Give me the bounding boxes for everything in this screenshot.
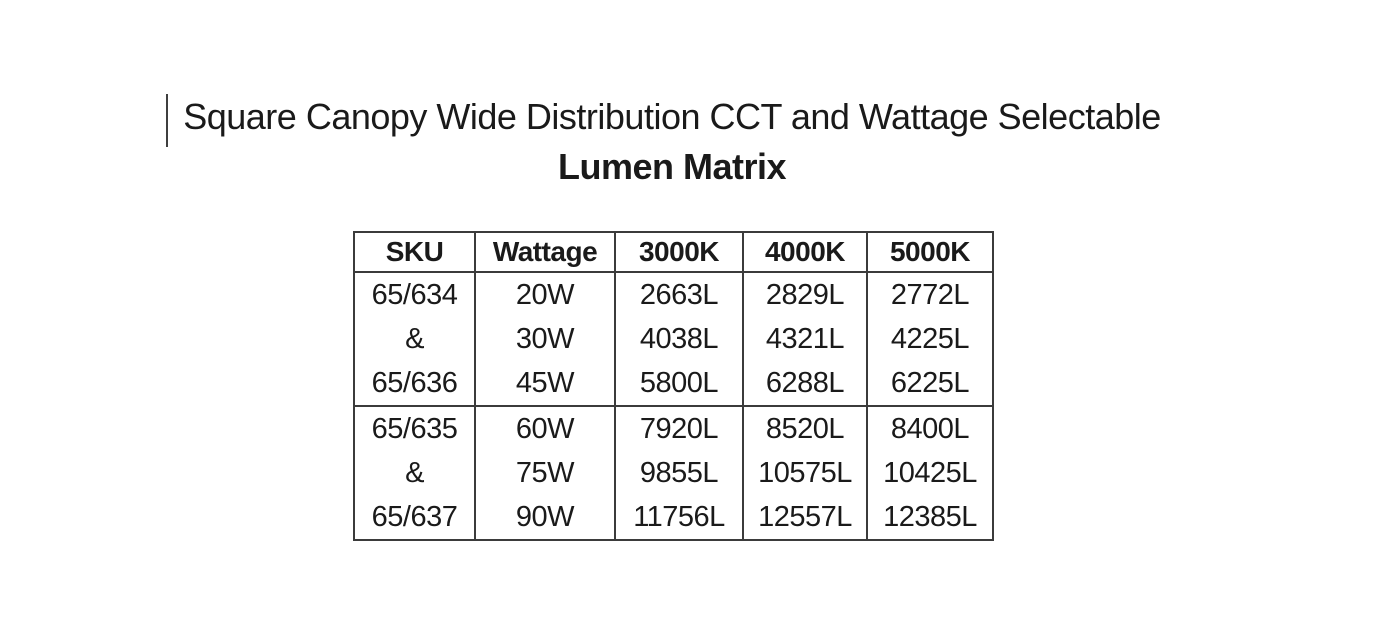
lumens-4000k-cell: 8520L 10575L 12557L <box>742 405 868 541</box>
lumens-3000k-cell: 7920L 9855L 11756L <box>614 405 744 541</box>
lumen-matrix-table: SKU Wattage 3000K 4000K 5000K 65/634 & 6… <box>353 231 994 541</box>
lumens-3000k-cell: 2663L 4038L 5800L <box>614 271 744 407</box>
wattage-value: 75W <box>515 457 575 489</box>
lumens-4000k-cell: 2829L 4321L 6288L <box>742 271 868 407</box>
document-subtitle: Lumen Matrix <box>557 146 787 187</box>
column-header-4000k: 4000K <box>742 231 868 273</box>
sku-line: 65/634 <box>371 279 458 311</box>
lumen-value: 12557L <box>758 501 852 533</box>
lumen-value: 6288L <box>765 367 845 399</box>
lumen-value: 4225L <box>890 323 970 355</box>
lumen-value: 2772L <box>890 279 970 311</box>
lumen-value: 8520L <box>765 413 845 445</box>
lumens-5000k-cell: 8400L 10425L 12385L <box>866 405 994 541</box>
wattage-value: 60W <box>515 413 575 445</box>
sku-line: 65/636 <box>371 367 458 399</box>
lumen-value: 2663L <box>639 279 719 311</box>
wattage-value: 30W <box>515 323 575 355</box>
column-header-5000k: 5000K <box>866 231 994 273</box>
table-group-row-2: 65/635 & 65/637 60W 75W 90W 7920L 9855L … <box>353 405 994 541</box>
text-cursor-caret <box>166 94 168 147</box>
lumen-value: 6225L <box>890 367 970 399</box>
lumen-value: 5800L <box>639 367 719 399</box>
lumen-value: 8400L <box>890 413 970 445</box>
lumen-value: 4321L <box>765 323 845 355</box>
sku-cell: 65/634 & 65/636 <box>353 271 476 407</box>
column-header-3000k: 3000K <box>614 231 744 273</box>
wattage-value: 90W <box>515 501 575 533</box>
sku-line: 65/635 <box>371 413 458 445</box>
lumen-value: 10425L <box>883 457 977 489</box>
lumen-value: 9855L <box>639 457 719 489</box>
wattage-cell: 20W 30W 45W <box>474 271 616 407</box>
column-header-wattage: Wattage <box>474 231 616 273</box>
sku-line: 65/637 <box>371 501 458 533</box>
title-block: Square Canopy Wide Distribution CCT and … <box>0 92 1344 193</box>
lumen-value: 2829L <box>765 279 845 311</box>
document-title: Square Canopy Wide Distribution CCT and … <box>183 96 1161 137</box>
sku-line: & <box>405 323 424 355</box>
lumen-value: 4038L <box>639 323 719 355</box>
table-group-row-1: 65/634 & 65/636 20W 30W 45W 2663L 4038L … <box>353 271 994 407</box>
wattage-value: 20W <box>515 279 575 311</box>
wattage-value: 45W <box>515 367 575 399</box>
column-header-sku: SKU <box>353 231 476 273</box>
lumen-value: 10575L <box>758 457 852 489</box>
sku-cell: 65/635 & 65/637 <box>353 405 476 541</box>
lumens-5000k-cell: 2772L 4225L 6225L <box>866 271 994 407</box>
lumen-value: 12385L <box>883 501 977 533</box>
sku-line: & <box>405 457 424 489</box>
lumen-value: 7920L <box>639 413 719 445</box>
wattage-cell: 60W 75W 90W <box>474 405 616 541</box>
lumen-value: 11756L <box>633 501 725 533</box>
table-header-row: SKU Wattage 3000K 4000K 5000K <box>353 231 994 273</box>
